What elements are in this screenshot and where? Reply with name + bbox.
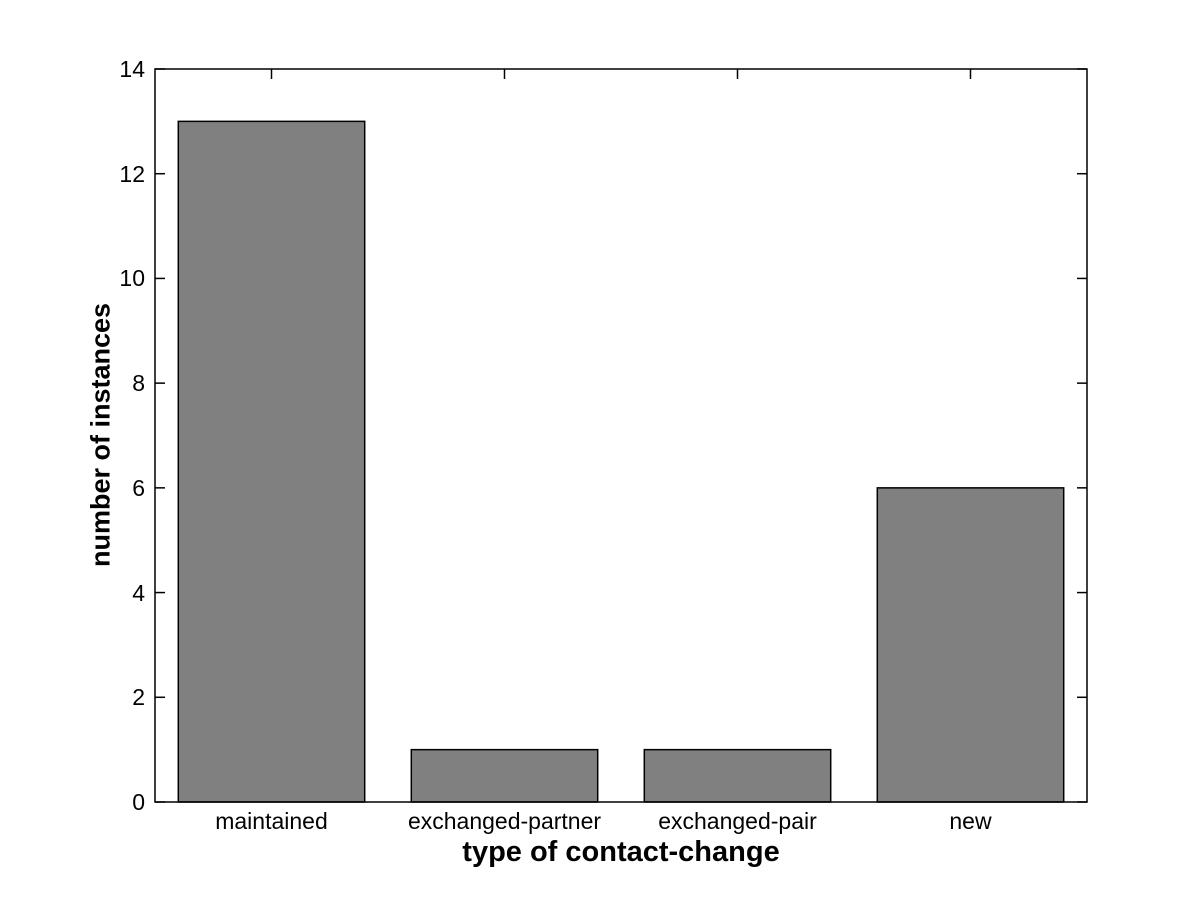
axes-box [154, 68, 1088, 803]
bar-new [876, 487, 1065, 803]
y-tick-label: 4 [132, 579, 145, 606]
bar-exchanged-partner [410, 748, 599, 803]
y-axis-label: number of instances [85, 302, 116, 568]
y-tick-label: 6 [132, 474, 145, 501]
y-tick-label: 10 [119, 265, 145, 292]
y-tick-label: 2 [132, 684, 145, 711]
x-tick-label: exchanged-pair [658, 808, 817, 834]
bar-maintained [177, 120, 366, 803]
x-tick-label: exchanged-partner [407, 808, 602, 834]
y-tick-label: 14 [119, 56, 145, 82]
x-axis-label: type of contact-change [462, 836, 780, 868]
y-tick-label: 12 [119, 160, 145, 187]
x-tick-label: new [949, 808, 992, 834]
x-tick-label: maintained [215, 808, 328, 834]
y-tick-label: 0 [132, 789, 145, 815]
bar-exchanged-pair [643, 748, 832, 803]
y-tick-label: 8 [132, 370, 145, 397]
